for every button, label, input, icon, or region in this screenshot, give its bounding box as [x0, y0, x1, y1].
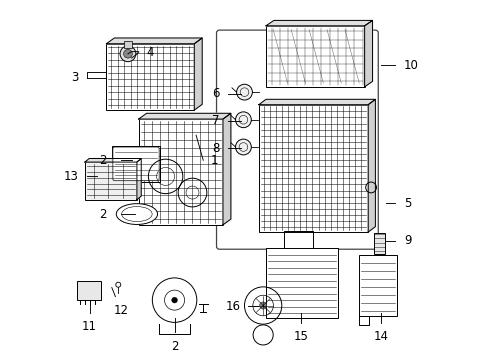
Polygon shape: [137, 158, 141, 200]
Polygon shape: [139, 113, 230, 119]
Polygon shape: [364, 21, 372, 87]
Text: 7: 7: [211, 114, 219, 127]
Polygon shape: [106, 38, 202, 44]
Bar: [112, 146, 160, 182]
Circle shape: [236, 84, 252, 100]
Bar: [139, 119, 223, 225]
Bar: [265, 26, 364, 87]
Text: 14: 14: [372, 330, 387, 343]
Text: 11: 11: [82, 320, 97, 333]
Text: 16: 16: [225, 300, 241, 313]
Text: 9: 9: [403, 234, 411, 247]
Text: 6: 6: [211, 87, 219, 100]
Text: 3: 3: [71, 71, 79, 84]
Text: 13: 13: [64, 170, 79, 183]
Bar: [106, 44, 194, 110]
Bar: [359, 255, 396, 316]
Polygon shape: [223, 113, 230, 225]
Text: 12: 12: [113, 304, 128, 317]
Text: 10: 10: [403, 59, 418, 72]
Polygon shape: [367, 99, 375, 232]
Polygon shape: [194, 38, 202, 110]
Bar: [124, 41, 131, 48]
Circle shape: [171, 297, 177, 303]
Text: 1: 1: [210, 154, 218, 167]
Text: 2: 2: [170, 339, 178, 352]
Text: 4: 4: [145, 46, 153, 59]
Polygon shape: [265, 21, 372, 26]
Polygon shape: [85, 158, 141, 162]
Text: 8: 8: [212, 142, 219, 155]
Bar: [85, 162, 137, 200]
Bar: [373, 233, 384, 253]
FancyBboxPatch shape: [113, 147, 159, 181]
Polygon shape: [258, 99, 375, 105]
Text: 15: 15: [293, 330, 308, 343]
Bar: [265, 248, 337, 318]
Circle shape: [123, 49, 132, 58]
Text: 5: 5: [403, 197, 410, 210]
Text: 2: 2: [99, 208, 106, 221]
Bar: [258, 105, 367, 232]
Circle shape: [235, 139, 251, 155]
Circle shape: [120, 46, 136, 62]
Circle shape: [235, 112, 251, 128]
Ellipse shape: [116, 204, 157, 225]
Text: 2: 2: [99, 154, 106, 167]
Bar: [77, 282, 101, 300]
Circle shape: [259, 302, 266, 309]
Ellipse shape: [122, 207, 152, 222]
